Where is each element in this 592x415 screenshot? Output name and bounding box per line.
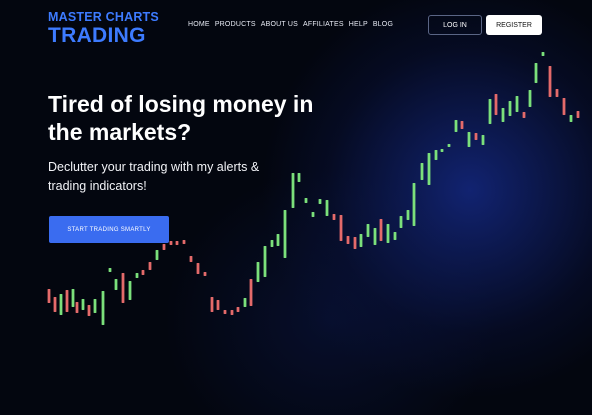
candlestick bbox=[182, 240, 186, 244]
candlestick bbox=[71, 289, 75, 307]
candlestick bbox=[141, 270, 145, 275]
nav-affiliates[interactable]: AFFILIATES bbox=[302, 21, 344, 28]
candlestick bbox=[576, 111, 580, 118]
candlestick bbox=[311, 212, 315, 217]
candlestick bbox=[534, 63, 538, 83]
candlestick bbox=[270, 240, 274, 247]
candlestick bbox=[148, 262, 152, 270]
candlestick bbox=[162, 244, 166, 250]
candlestick bbox=[541, 52, 545, 56]
candlestick bbox=[128, 281, 132, 300]
candlestick bbox=[297, 173, 301, 182]
candlestick bbox=[169, 241, 173, 245]
candlestick bbox=[249, 279, 253, 306]
candlestick bbox=[562, 98, 566, 115]
register-button[interactable]: REGISTER bbox=[486, 15, 542, 35]
candlestick bbox=[236, 307, 240, 312]
candlestick bbox=[488, 99, 492, 124]
candlestick bbox=[481, 135, 485, 145]
main-nav: HOME PRODUCTS ABOUT US AFFILIATES HELP B… bbox=[188, 21, 393, 28]
candlestick bbox=[325, 200, 329, 216]
candlestick bbox=[189, 256, 193, 262]
candlestick bbox=[121, 273, 125, 303]
candlestick bbox=[47, 289, 51, 303]
candlestick bbox=[75, 302, 79, 313]
candlestick bbox=[230, 310, 234, 315]
candlestick bbox=[373, 228, 377, 245]
nav-products[interactable]: PRODUCTS bbox=[214, 21, 256, 28]
candlestick bbox=[203, 272, 207, 276]
candlestick bbox=[114, 279, 118, 290]
candlestick bbox=[460, 121, 464, 129]
candlestick bbox=[379, 219, 383, 241]
candlestick bbox=[210, 297, 214, 312]
candlestick bbox=[434, 150, 438, 160]
candlestick bbox=[339, 215, 343, 241]
candlestick bbox=[318, 199, 322, 204]
candlestick bbox=[93, 299, 97, 313]
candlestick bbox=[291, 173, 295, 208]
candlestick bbox=[243, 298, 247, 307]
candlestick bbox=[386, 224, 390, 243]
candlestick bbox=[304, 198, 308, 203]
candlestick bbox=[81, 299, 85, 310]
candlestick bbox=[175, 241, 179, 245]
candlestick bbox=[420, 163, 424, 180]
nav-home[interactable]: HOME bbox=[188, 21, 210, 28]
candlestick bbox=[508, 101, 512, 116]
candlestick bbox=[101, 291, 105, 325]
candlestick bbox=[467, 132, 471, 147]
brand-logo[interactable]: MASTER CHARTS TRADING bbox=[48, 11, 159, 46]
candlestick bbox=[393, 232, 397, 240]
nav-about-us[interactable]: ABOUT US bbox=[260, 21, 298, 28]
start-trading-button[interactable]: START TRADING SMARTLY bbox=[49, 216, 169, 243]
candlestick bbox=[440, 149, 444, 152]
candlestick bbox=[569, 115, 573, 122]
candlestick bbox=[283, 210, 287, 258]
candlestick bbox=[427, 153, 431, 185]
candlestick bbox=[108, 268, 112, 272]
candlestick bbox=[135, 273, 139, 278]
candlestick bbox=[216, 300, 220, 310]
candlestick bbox=[515, 96, 519, 112]
candlestick bbox=[196, 263, 200, 274]
candlestick bbox=[65, 290, 69, 312]
candlestick bbox=[522, 112, 526, 118]
candlestick bbox=[555, 89, 559, 97]
candlestick bbox=[447, 144, 451, 147]
candlestick bbox=[494, 94, 498, 115]
login-button[interactable]: LOG IN bbox=[428, 15, 482, 35]
candlestick bbox=[332, 214, 336, 220]
candlestick bbox=[276, 234, 280, 246]
candlestick bbox=[548, 66, 552, 97]
candlestick bbox=[359, 234, 363, 247]
nav-help[interactable]: HELP bbox=[348, 21, 368, 28]
nav-blog[interactable]: BLOG bbox=[372, 21, 394, 28]
candlestick bbox=[155, 250, 159, 260]
candlestick bbox=[501, 108, 505, 122]
brand-logo-line1: MASTER CHARTS bbox=[48, 10, 159, 24]
candlestick bbox=[474, 133, 478, 140]
candlestick bbox=[346, 236, 350, 244]
candlestick bbox=[406, 210, 410, 220]
candlestick bbox=[353, 237, 357, 249]
candlestick bbox=[263, 246, 267, 277]
candlestick bbox=[53, 297, 57, 312]
candlestick bbox=[366, 224, 370, 237]
candlestick bbox=[223, 310, 227, 314]
candlestick bbox=[87, 305, 91, 316]
candlestick bbox=[256, 262, 260, 282]
hero-title: Tired of losing money in the markets? bbox=[48, 91, 314, 145]
candlestick bbox=[528, 90, 532, 107]
candlestick bbox=[59, 294, 63, 315]
brand-logo-line2: TRADING bbox=[48, 23, 146, 47]
candlestick bbox=[412, 183, 416, 226]
candlestick bbox=[399, 216, 403, 228]
hero-subtitle: Declutter your trading with my alerts & … bbox=[48, 160, 260, 193]
candlestick bbox=[454, 120, 458, 132]
